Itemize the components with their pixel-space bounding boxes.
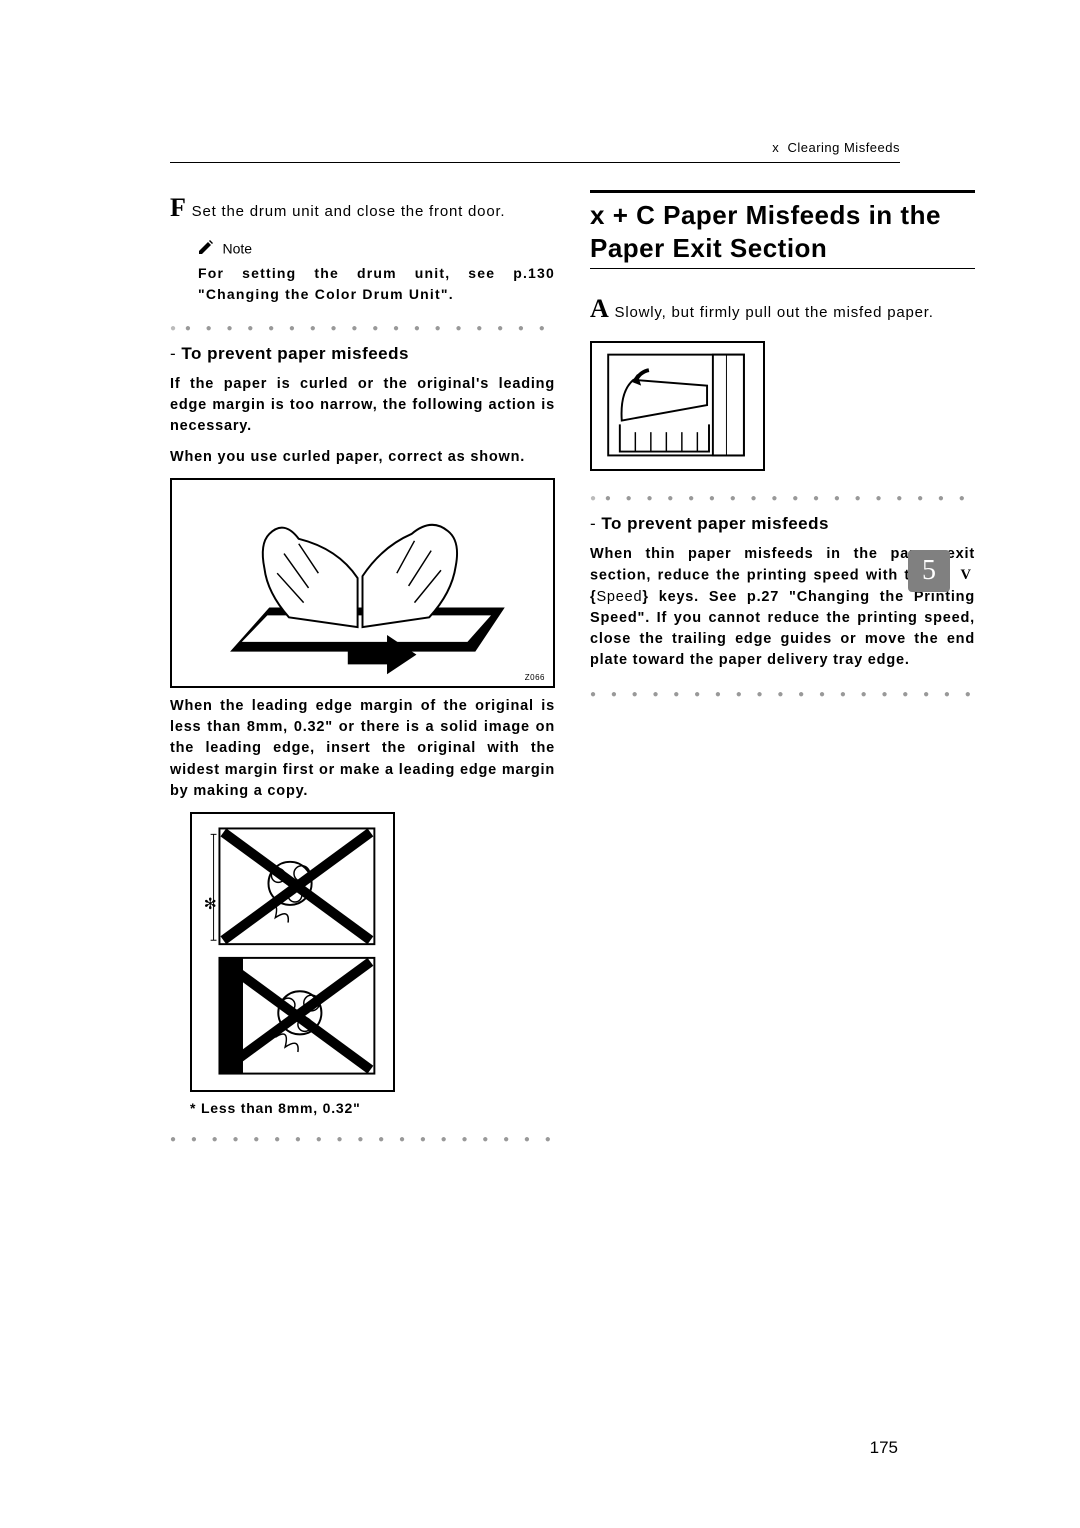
- section-title-rule-bottom: [590, 268, 975, 269]
- prevent-heading-left: To prevent paper misfeeds: [170, 344, 555, 364]
- header-icon: x: [772, 140, 779, 155]
- header-rule: [170, 162, 900, 163]
- figure-uncurl-paper: Z066: [170, 478, 555, 688]
- page-header: x Clearing Misfeeds: [772, 140, 900, 155]
- note-body: For setting the drum unit, see p.130 "Ch…: [198, 263, 555, 305]
- figure-margin-diagram: ✻: [190, 812, 395, 1092]
- left-para2: When you use curled paper, correct as sh…: [170, 447, 555, 468]
- chapter-tab: 5: [908, 550, 950, 592]
- step-f: F Set the drum unit and close the front …: [170, 190, 555, 226]
- svg-text:✻: ✻: [204, 895, 217, 912]
- note-block: Note For setting the drum unit, see p.13…: [198, 240, 555, 305]
- pencil-icon: [198, 240, 214, 259]
- section-title-text: + C Paper Misfeeds in the Paper Exit Sec…: [590, 200, 941, 263]
- figure-caption: * Less than 8mm, 0.32": [190, 1100, 555, 1116]
- step-f-text: Set the drum unit and close the front do…: [192, 203, 506, 220]
- dotted-separator-bottom-left: ● ● ● ● ● ● ● ● ● ● ● ● ● ● ● ● ● ● ● ● …: [170, 1134, 555, 1145]
- step-a: A Slowly, but firmly pull out the misfed…: [590, 291, 975, 327]
- section-title: x + C Paper Misfeeds in the Paper Exit S…: [590, 199, 975, 264]
- header-text: Clearing Misfeeds: [787, 140, 900, 155]
- dotted-separator-bottom-right: ● ● ● ● ● ● ● ● ● ● ● ● ● ● ● ● ● ● ● ● …: [590, 689, 975, 700]
- step-letter-a: A: [590, 294, 610, 323]
- dotted-separator: ● ● ● ● ● ● ● ● ● ● ● ● ● ● ● ● ● ● ● ● …: [170, 323, 555, 334]
- note-label: Note: [222, 241, 252, 257]
- left-column: F Set the drum unit and close the front …: [170, 190, 555, 1155]
- figure-exit-section: [590, 341, 765, 471]
- dotted-separator-right: ● ● ● ● ● ● ● ● ● ● ● ● ● ● ● ● ● ● ● ● …: [590, 493, 975, 504]
- prevent-heading-right: To prevent paper misfeeds: [590, 514, 975, 534]
- figure-code: Z066: [525, 673, 545, 682]
- right-para1-b: keys. See p.27 "Changing the Printing Sp…: [590, 589, 975, 668]
- section-title-rule-top: [590, 190, 975, 193]
- left-para3: When the leading edge margin of the orig…: [170, 696, 555, 801]
- left-para1: If the paper is curled or the original's…: [170, 374, 555, 437]
- right-column: x + C Paper Misfeeds in the Paper Exit S…: [590, 190, 975, 1155]
- step-a-text: Slowly, but firmly pull out the misfed p…: [615, 304, 934, 321]
- section-title-prefix: x: [590, 200, 605, 230]
- speed-key-label: Speed: [596, 589, 642, 605]
- content-columns: F Set the drum unit and close the front …: [170, 190, 940, 1155]
- page-number: 175: [870, 1438, 898, 1458]
- step-letter-f: F: [170, 193, 187, 222]
